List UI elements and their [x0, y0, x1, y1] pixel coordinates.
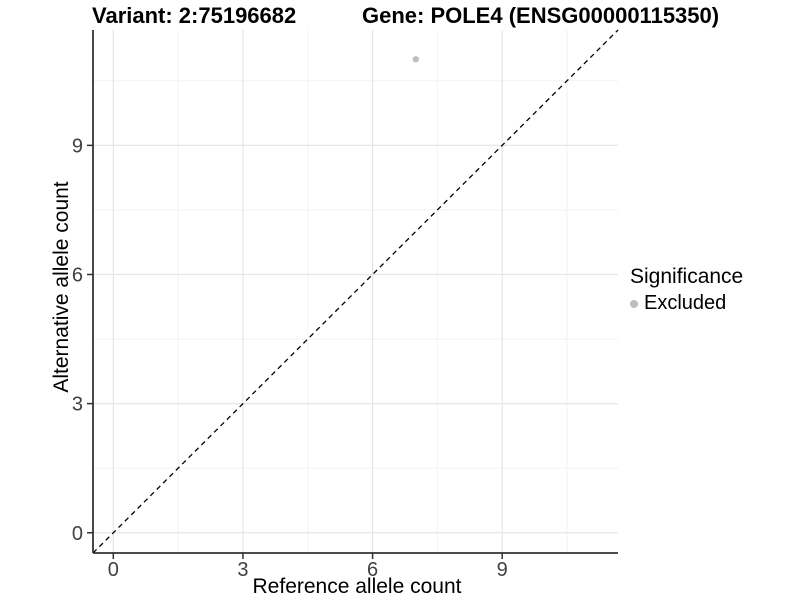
y-tick-label: 6	[72, 264, 83, 286]
y-axis-title: Alternative allele count	[50, 181, 73, 393]
variant-title: Variant: 2:75196682	[92, 3, 297, 28]
y-tick-label: 3	[72, 394, 83, 416]
legend-item-excluded: Excluded	[630, 292, 743, 315]
legend-item-label: Excluded	[644, 292, 727, 314]
x-tick-label: 3	[237, 559, 248, 581]
x-tick-label: 0	[108, 559, 119, 581]
gene-title: Gene: POLE4 (ENSG00000115350)	[362, 3, 720, 28]
legend-title: Significance	[630, 265, 744, 288]
excluded-point-icon	[630, 299, 638, 308]
x-axis-title: Reference allele count	[252, 575, 462, 598]
x-tick-label: 6	[367, 559, 378, 581]
x-tick-label: 9	[497, 559, 508, 581]
data-point	[412, 56, 419, 63]
y-tick-label: 9	[72, 135, 83, 157]
y-tick-label: 0	[72, 523, 83, 545]
identity-dashed-line	[92, 29, 619, 554]
legend: Significance Excluded	[630, 265, 743, 315]
